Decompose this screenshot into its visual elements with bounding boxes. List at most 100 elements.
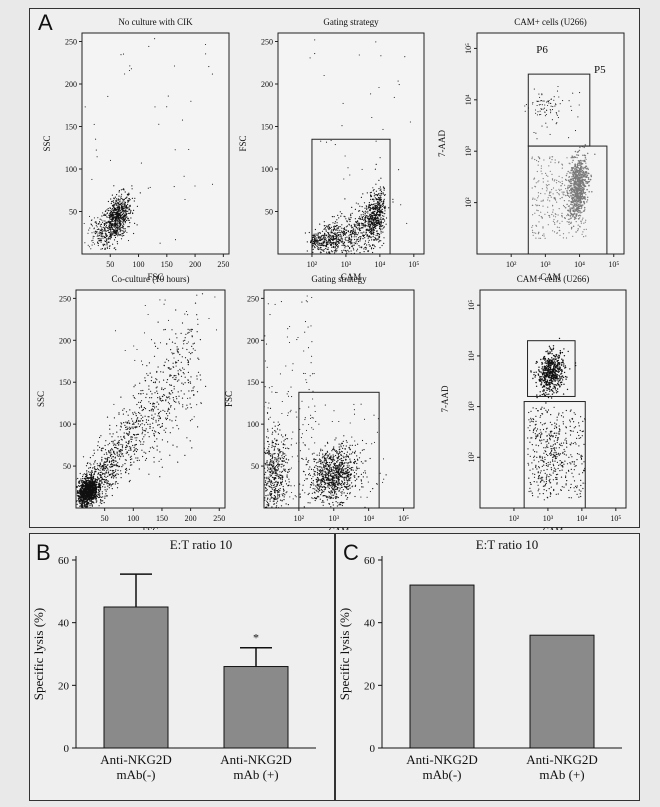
point: [533, 88, 535, 90]
point: [100, 241, 102, 243]
point: [168, 392, 170, 394]
point: [117, 198, 119, 200]
point: [533, 177, 536, 179]
point: [398, 169, 400, 171]
point: [113, 470, 115, 472]
point: [373, 200, 375, 202]
point: [572, 213, 574, 215]
point: [114, 443, 116, 445]
point: [554, 105, 556, 107]
point: [84, 509, 85, 510]
point: [365, 248, 367, 250]
point: [105, 238, 107, 240]
point: [170, 368, 172, 370]
point: [98, 472, 100, 474]
point: [369, 229, 371, 231]
point: [133, 422, 135, 424]
point: [124, 230, 127, 232]
point: [532, 197, 534, 199]
plot-title: Co-culture (10 hours): [112, 274, 190, 284]
point: [175, 401, 177, 403]
point: [115, 222, 117, 224]
point: [122, 221, 124, 224]
point: [133, 209, 135, 211]
point: [544, 115, 546, 117]
point: [169, 384, 171, 386]
point: [312, 241, 314, 243]
point: [111, 208, 113, 210]
point: [133, 396, 135, 399]
point: [558, 161, 560, 163]
point: [346, 236, 348, 238]
point: [377, 194, 379, 196]
point: [128, 198, 130, 200]
point: [107, 229, 109, 231]
point: [312, 248, 314, 250]
point: [562, 193, 564, 195]
point: [121, 233, 123, 235]
point: [565, 179, 567, 181]
point: [173, 352, 175, 354]
point: [357, 234, 359, 236]
point: [380, 232, 382, 234]
point: [99, 464, 102, 466]
point: [101, 231, 104, 233]
point: [149, 397, 151, 399]
point: [361, 206, 363, 208]
point: [537, 195, 540, 197]
point: [80, 478, 82, 480]
point: [537, 233, 540, 235]
point: [96, 468, 98, 471]
point: [154, 342, 156, 344]
point: [129, 409, 131, 411]
y-axis-label: SSC: [42, 135, 52, 151]
point: [329, 240, 331, 242]
point: [72, 491, 73, 492]
point: [561, 163, 563, 165]
point: [147, 416, 149, 418]
point: [131, 436, 133, 438]
gate-rect: [527, 145, 608, 255]
point: [366, 207, 368, 209]
point: [94, 461, 96, 463]
point: [578, 190, 581, 192]
point: [380, 201, 382, 203]
point: [95, 232, 97, 234]
point: [189, 440, 191, 442]
point: [373, 222, 375, 224]
point: [582, 174, 585, 177]
point: [89, 227, 91, 229]
point: [153, 416, 155, 418]
point: [105, 225, 108, 227]
point: [205, 53, 207, 55]
point: [558, 110, 560, 112]
point: [164, 328, 166, 331]
point: [335, 235, 337, 237]
point: [119, 458, 121, 460]
point: [538, 231, 540, 233]
point: [105, 461, 107, 463]
point: [341, 250, 343, 252]
point: [318, 239, 320, 242]
point: [92, 242, 94, 244]
point: [322, 236, 324, 238]
point: [137, 423, 139, 425]
point: [364, 246, 366, 249]
point: [108, 226, 111, 229]
point: [136, 421, 138, 423]
point: [165, 399, 167, 401]
point: [561, 180, 563, 182]
point: [120, 206, 123, 208]
point: [83, 222, 85, 225]
point: [105, 223, 107, 225]
point: [187, 328, 189, 330]
point: [145, 457, 148, 460]
point: [152, 410, 154, 412]
point: [167, 360, 170, 362]
point: [580, 206, 583, 208]
point: [574, 169, 576, 171]
point: [107, 444, 109, 446]
point: [350, 213, 352, 215]
point: [109, 424, 111, 426]
point: [584, 157, 587, 159]
